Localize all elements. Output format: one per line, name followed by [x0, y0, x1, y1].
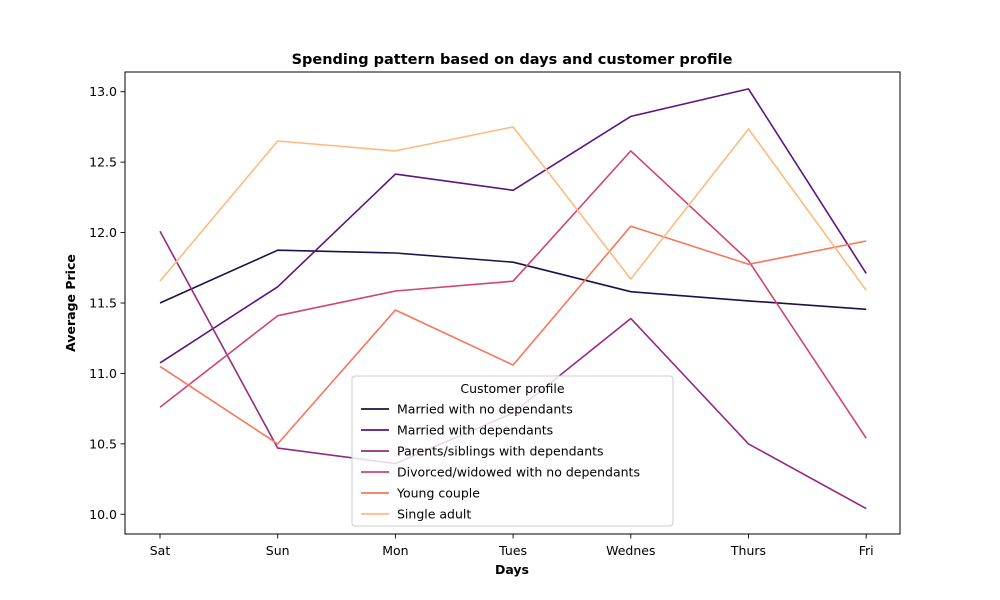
- x-tick-label: Sat: [150, 543, 171, 558]
- legend-box: [351, 375, 674, 527]
- legend-label: Divorced/widowed with no dependants: [397, 465, 640, 480]
- y-tick-label: 13.0: [89, 84, 117, 99]
- series-line-3: [159, 150, 867, 439]
- legend-label: Parents/siblings with dependants: [397, 444, 604, 459]
- legend-label: Single adult: [397, 507, 471, 522]
- x-tick-label: Sun: [266, 543, 290, 558]
- x-tick-label: Fri: [859, 543, 874, 558]
- series-line-0: [159, 249, 867, 311]
- y-tick-label: 10.0: [89, 507, 117, 522]
- series-line-5: [159, 126, 867, 291]
- y-axis-label: Average Price: [63, 254, 78, 352]
- legend-title: Customer profile: [460, 381, 564, 396]
- legend-label: Young couple: [396, 486, 480, 501]
- series-line-1: [159, 88, 867, 364]
- y-tick-label: 11.5: [89, 296, 117, 311]
- x-axis: Sat Sun Mon Tues Wednes Thurs Fri: [150, 534, 874, 558]
- x-tick-label: Thurs: [730, 543, 766, 558]
- x-tick-label: Mon: [382, 543, 408, 558]
- chart-title: Spending pattern based on days and custo…: [292, 52, 733, 68]
- y-tick-label: 12.5: [89, 155, 117, 170]
- y-tick-label: 10.5: [89, 436, 117, 451]
- x-axis-label: Days: [495, 562, 529, 577]
- series-line-4: [159, 225, 867, 445]
- legend-items: Married with no dependants Married with d…: [361, 402, 640, 522]
- y-tick-label: 11.0: [89, 366, 117, 381]
- legend: Customer profile Married with no dependa…: [351, 375, 674, 527]
- legend-label: Married with no dependants: [397, 402, 573, 417]
- y-tick-label: 12.0: [89, 225, 117, 240]
- legend-label: Married with dependants: [397, 423, 553, 438]
- x-tick-label: Wednes: [606, 543, 655, 558]
- x-tick-label: Tues: [498, 543, 527, 558]
- y-axis: 10.0 10.5 11.0 11.5 12.0 12.5 13.0: [89, 84, 125, 522]
